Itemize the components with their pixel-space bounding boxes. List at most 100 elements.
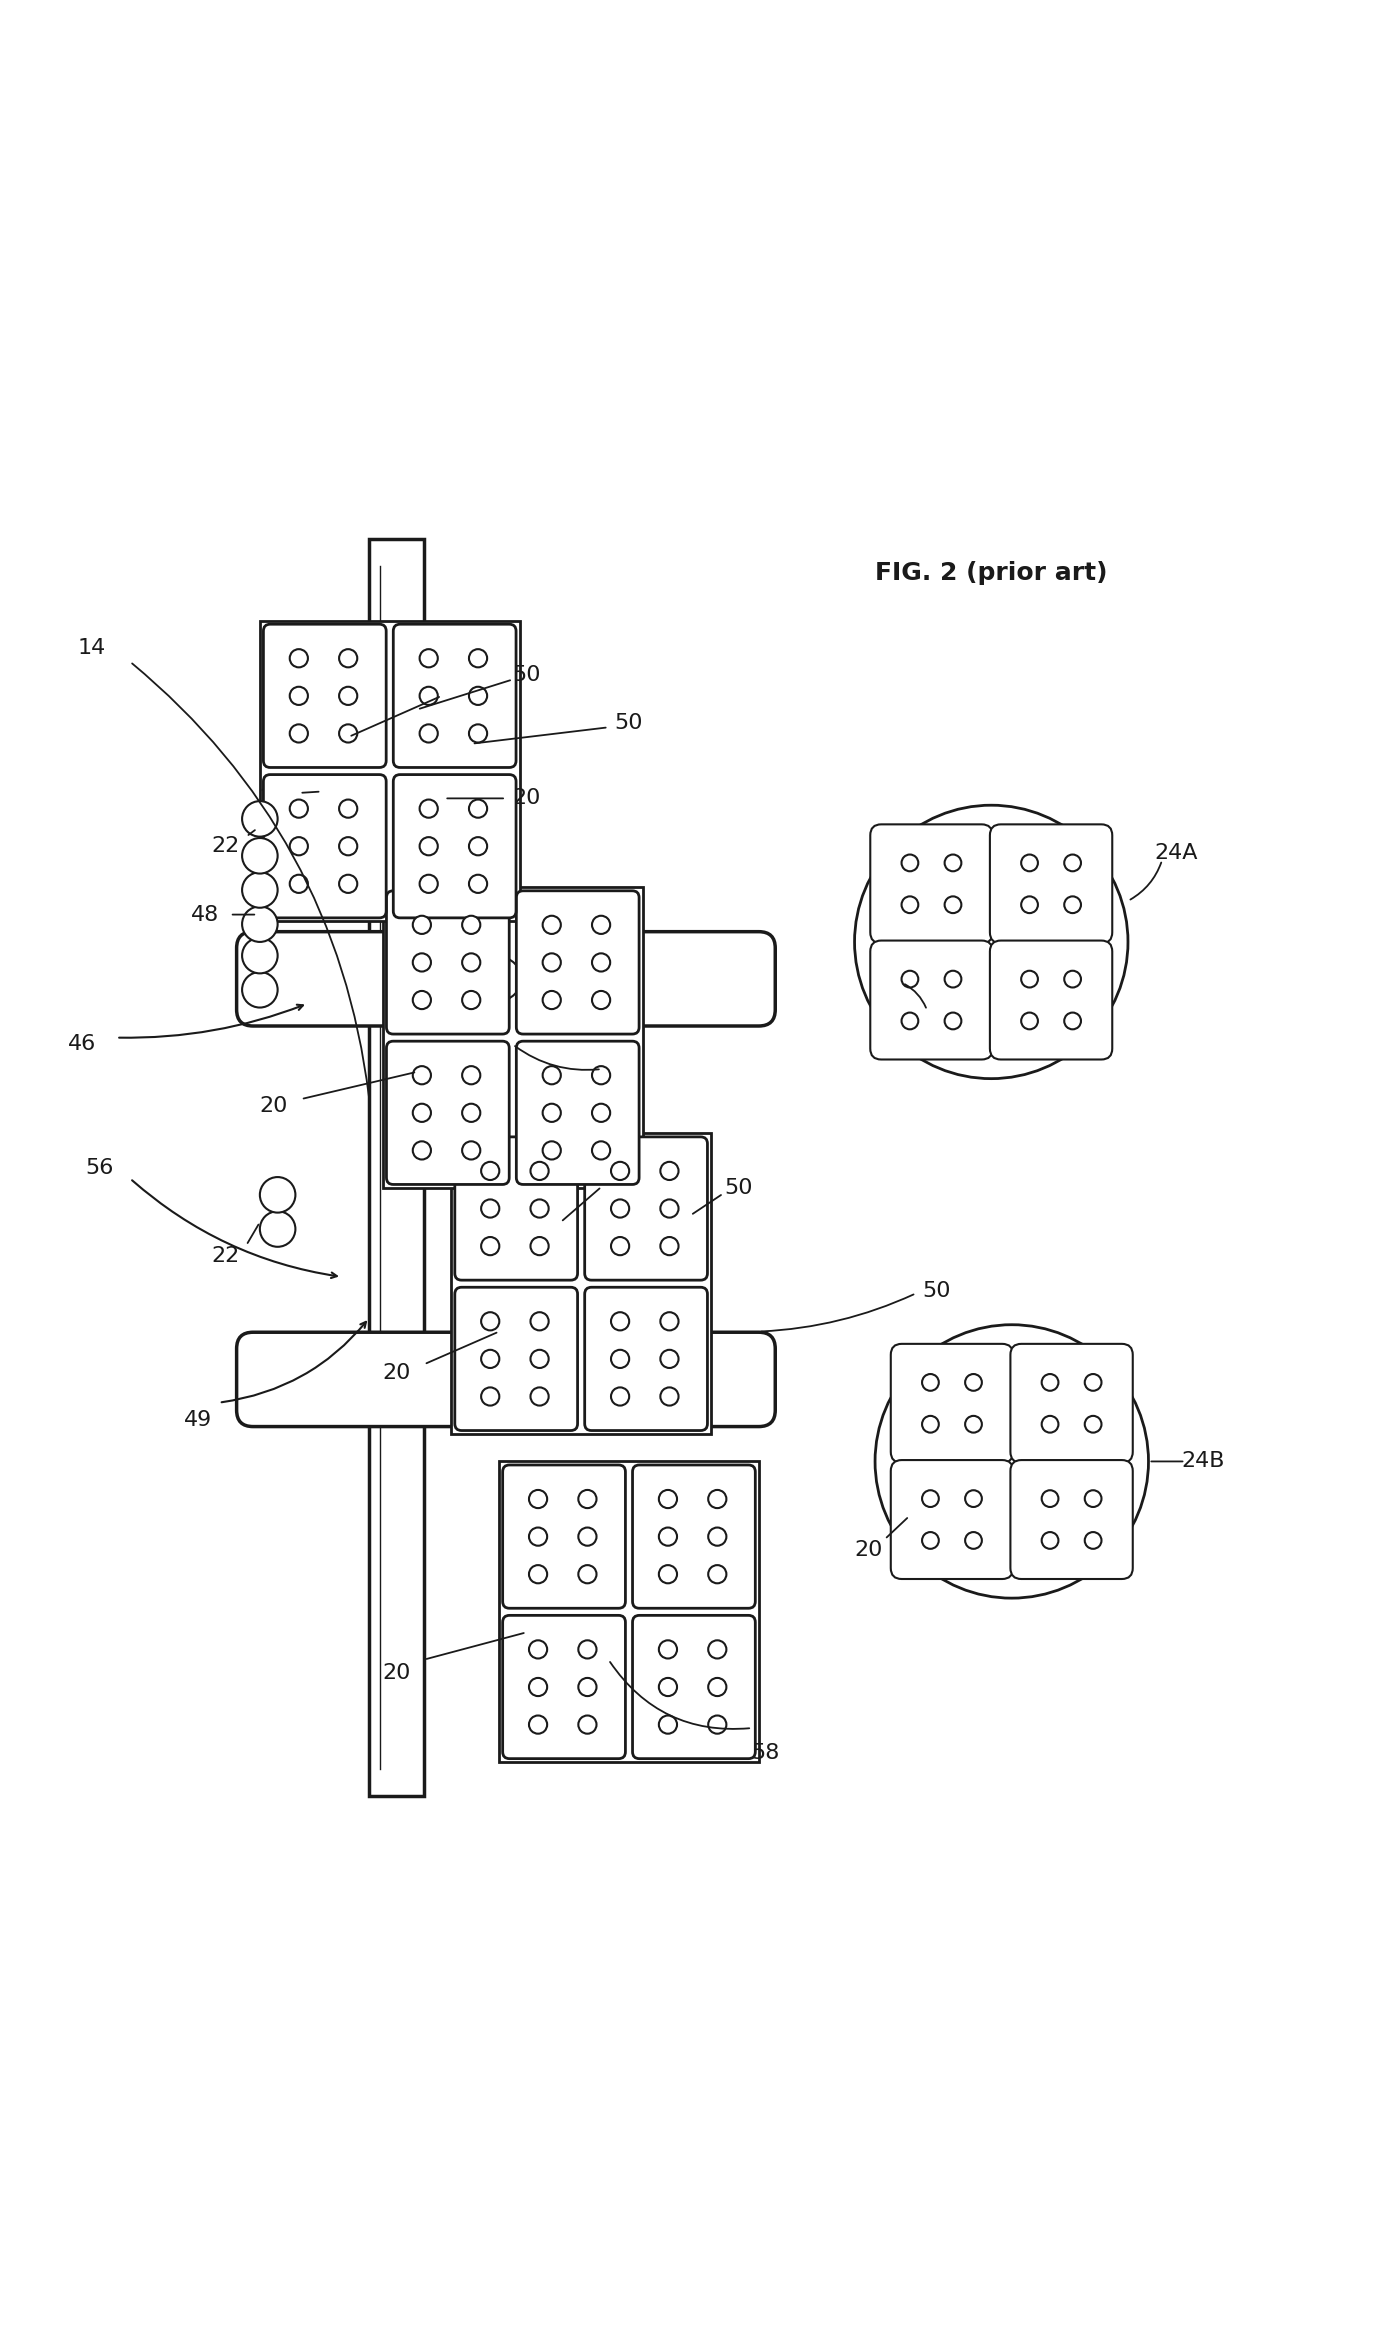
- Circle shape: [855, 806, 1128, 1079]
- Circle shape: [290, 649, 308, 668]
- Circle shape: [290, 724, 308, 743]
- Text: 20: 20: [512, 789, 540, 808]
- Circle shape: [529, 1564, 547, 1583]
- Circle shape: [463, 1104, 481, 1121]
- Circle shape: [610, 1200, 630, 1217]
- Text: 50: 50: [724, 1177, 753, 1198]
- Circle shape: [543, 1067, 561, 1083]
- Circle shape: [902, 1013, 918, 1030]
- Circle shape: [463, 990, 481, 1009]
- Text: 22: 22: [211, 1247, 240, 1266]
- Circle shape: [543, 953, 561, 971]
- Circle shape: [242, 838, 278, 873]
- Circle shape: [579, 1716, 597, 1733]
- Circle shape: [579, 1639, 597, 1658]
- FancyBboxPatch shape: [632, 1464, 755, 1609]
- Bar: [499, 1462, 758, 1763]
- Circle shape: [660, 1238, 678, 1256]
- Text: 52: 52: [443, 682, 472, 703]
- Bar: [369, 539, 424, 1796]
- Circle shape: [945, 897, 961, 913]
- Circle shape: [579, 1564, 597, 1583]
- FancyBboxPatch shape: [236, 1333, 775, 1427]
- Circle shape: [708, 1679, 726, 1695]
- Circle shape: [463, 915, 481, 934]
- Circle shape: [902, 855, 918, 871]
- Circle shape: [420, 686, 438, 705]
- Circle shape: [481, 1387, 500, 1406]
- Circle shape: [340, 838, 358, 855]
- Circle shape: [708, 1564, 726, 1583]
- Circle shape: [610, 1163, 630, 1179]
- Circle shape: [543, 915, 561, 934]
- FancyBboxPatch shape: [394, 623, 516, 768]
- Circle shape: [529, 1716, 547, 1733]
- Circle shape: [1041, 1373, 1058, 1392]
- Circle shape: [1065, 855, 1081, 871]
- Circle shape: [529, 1639, 547, 1658]
- Circle shape: [1084, 1532, 1102, 1548]
- Circle shape: [1041, 1490, 1058, 1506]
- Text: 20: 20: [383, 1663, 410, 1684]
- FancyBboxPatch shape: [870, 941, 993, 1060]
- Circle shape: [470, 876, 487, 892]
- Circle shape: [1021, 1013, 1039, 1030]
- Circle shape: [902, 971, 918, 988]
- Circle shape: [708, 1527, 726, 1546]
- Circle shape: [481, 1312, 500, 1331]
- Circle shape: [659, 1639, 677, 1658]
- Circle shape: [481, 1200, 500, 1217]
- Circle shape: [1041, 1532, 1058, 1548]
- Circle shape: [420, 838, 438, 855]
- FancyBboxPatch shape: [264, 623, 387, 768]
- Circle shape: [242, 906, 278, 941]
- Circle shape: [529, 1527, 547, 1546]
- Circle shape: [340, 649, 358, 668]
- FancyBboxPatch shape: [264, 775, 387, 918]
- Circle shape: [592, 990, 610, 1009]
- FancyBboxPatch shape: [503, 1464, 626, 1609]
- Circle shape: [340, 724, 358, 743]
- Circle shape: [470, 838, 487, 855]
- FancyBboxPatch shape: [990, 824, 1112, 943]
- Circle shape: [592, 1142, 610, 1160]
- Circle shape: [1084, 1490, 1102, 1506]
- Circle shape: [290, 686, 308, 705]
- Circle shape: [529, 1490, 547, 1508]
- Text: 20: 20: [383, 1364, 410, 1382]
- Bar: [452, 1132, 711, 1434]
- Circle shape: [530, 1200, 548, 1217]
- Circle shape: [610, 1238, 630, 1256]
- Bar: [383, 887, 642, 1189]
- FancyBboxPatch shape: [236, 932, 775, 1025]
- Circle shape: [478, 957, 521, 1002]
- Circle shape: [1021, 897, 1039, 913]
- Text: 48: 48: [191, 904, 220, 925]
- Circle shape: [923, 1415, 939, 1434]
- Circle shape: [708, 1639, 726, 1658]
- Circle shape: [290, 799, 308, 817]
- FancyBboxPatch shape: [503, 1616, 626, 1758]
- FancyBboxPatch shape: [870, 824, 993, 943]
- Circle shape: [463, 1142, 481, 1160]
- Circle shape: [592, 915, 610, 934]
- Circle shape: [420, 724, 438, 743]
- Circle shape: [660, 1200, 678, 1217]
- Text: 58: 58: [751, 1742, 780, 1763]
- Circle shape: [340, 799, 358, 817]
- Text: 56: 56: [86, 1158, 115, 1177]
- FancyBboxPatch shape: [584, 1287, 707, 1431]
- Circle shape: [876, 1324, 1149, 1597]
- Circle shape: [1065, 1013, 1081, 1030]
- Circle shape: [420, 876, 438, 892]
- Circle shape: [420, 799, 438, 817]
- Circle shape: [965, 1490, 982, 1506]
- Circle shape: [579, 1527, 597, 1546]
- Circle shape: [242, 939, 278, 974]
- Text: 24A: 24A: [1155, 843, 1197, 864]
- Text: 50: 50: [923, 1280, 952, 1301]
- Circle shape: [923, 1490, 939, 1506]
- Text: 50: 50: [512, 665, 541, 686]
- Text: 20: 20: [923, 1013, 950, 1034]
- Text: 49: 49: [184, 1410, 213, 1431]
